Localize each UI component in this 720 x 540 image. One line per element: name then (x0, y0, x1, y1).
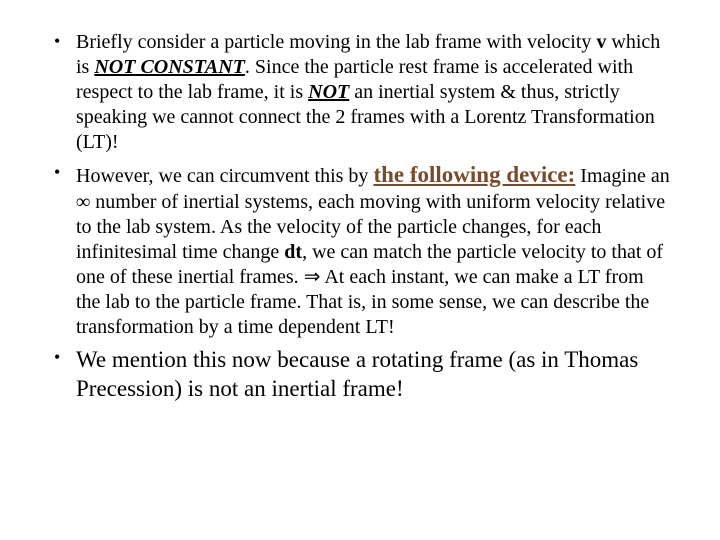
b1-not-constant: NOT CONSTANT (94, 56, 245, 78)
b2-dt: dt (284, 241, 302, 263)
b2-device-phrase: the following device: (373, 162, 575, 187)
b1-velocity-v: v (596, 31, 606, 53)
bullet-list: Briefly consider a particle moving in th… (48, 30, 672, 403)
b2-text-1: However, we can circumvent this by (76, 165, 373, 187)
bullet-item-3: We mention this now because a rotating f… (48, 346, 672, 404)
b1-text-1: Briefly consider a particle moving in th… (76, 31, 596, 53)
b3-text-1: We mention this now because a rotating f… (76, 347, 638, 401)
b1-not: NOT (308, 81, 349, 103)
bullet-item-2: However, we can circumvent this by the f… (48, 161, 672, 340)
b2-text-2: Imagine an (575, 165, 669, 187)
rightarrow-symbol: ⇒ (304, 266, 321, 288)
slide-body: Briefly consider a particle moving in th… (0, 0, 720, 540)
bullet-item-1: Briefly consider a particle moving in th… (48, 30, 672, 155)
infinity-symbol: ∞ (76, 191, 90, 213)
